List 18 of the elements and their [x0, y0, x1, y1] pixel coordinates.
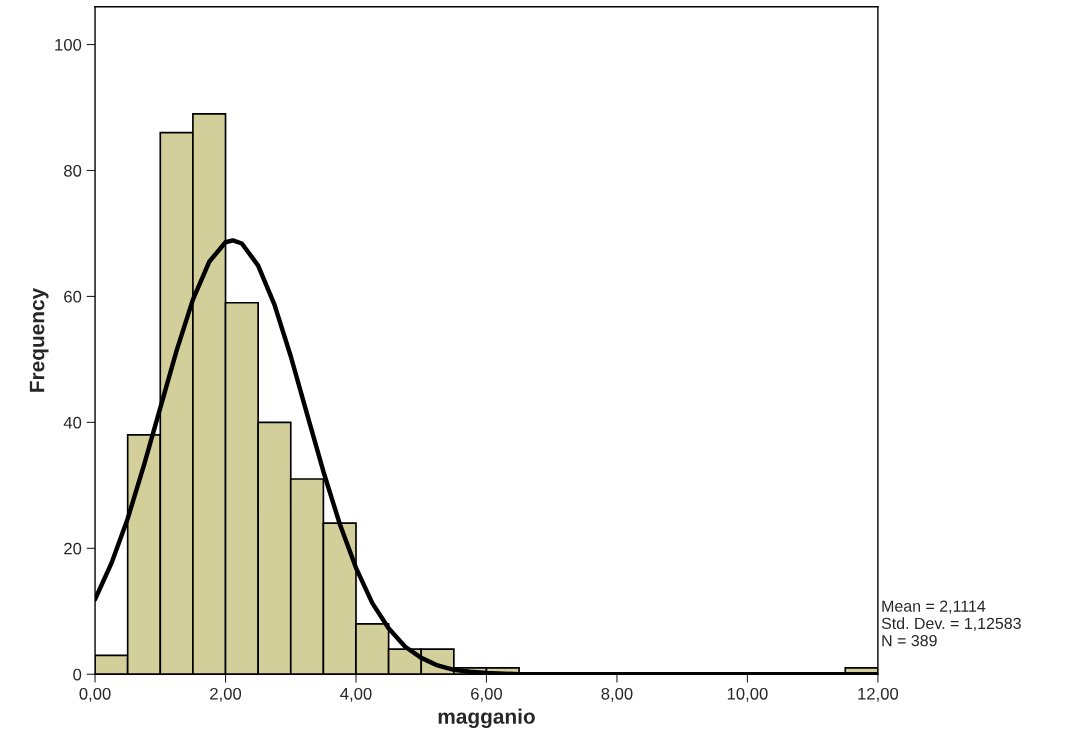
x-tick-label: 2,00 [210, 687, 242, 702]
y-tick-label: 20 [64, 542, 82, 555]
text: Std. Dev. = 1,12583 [881, 617, 1021, 631]
x-tick-label: 8,00 [601, 687, 633, 702]
text: Mean = 2,1114 [882, 600, 986, 614]
y-tick-label: 80 [64, 164, 82, 177]
y-tick-label: 100 [55, 38, 82, 51]
y-tick-label: 0 [73, 668, 82, 681]
x-tick-label: 6,00 [471, 687, 503, 702]
x-tick-label: 10,00 [727, 687, 768, 702]
x-axis-title: magganio [438, 708, 535, 729]
y-tick-label: 60 [64, 290, 82, 303]
x-tick-label: 0,00 [79, 687, 111, 702]
y-axis-title: Frequency [29, 287, 49, 392]
x-tick-label: 12,00 [858, 687, 899, 702]
y-tick-label: 40 [63, 416, 82, 429]
x-tick-label: 4,00 [340, 687, 372, 702]
text: N = 389 [882, 634, 937, 647]
